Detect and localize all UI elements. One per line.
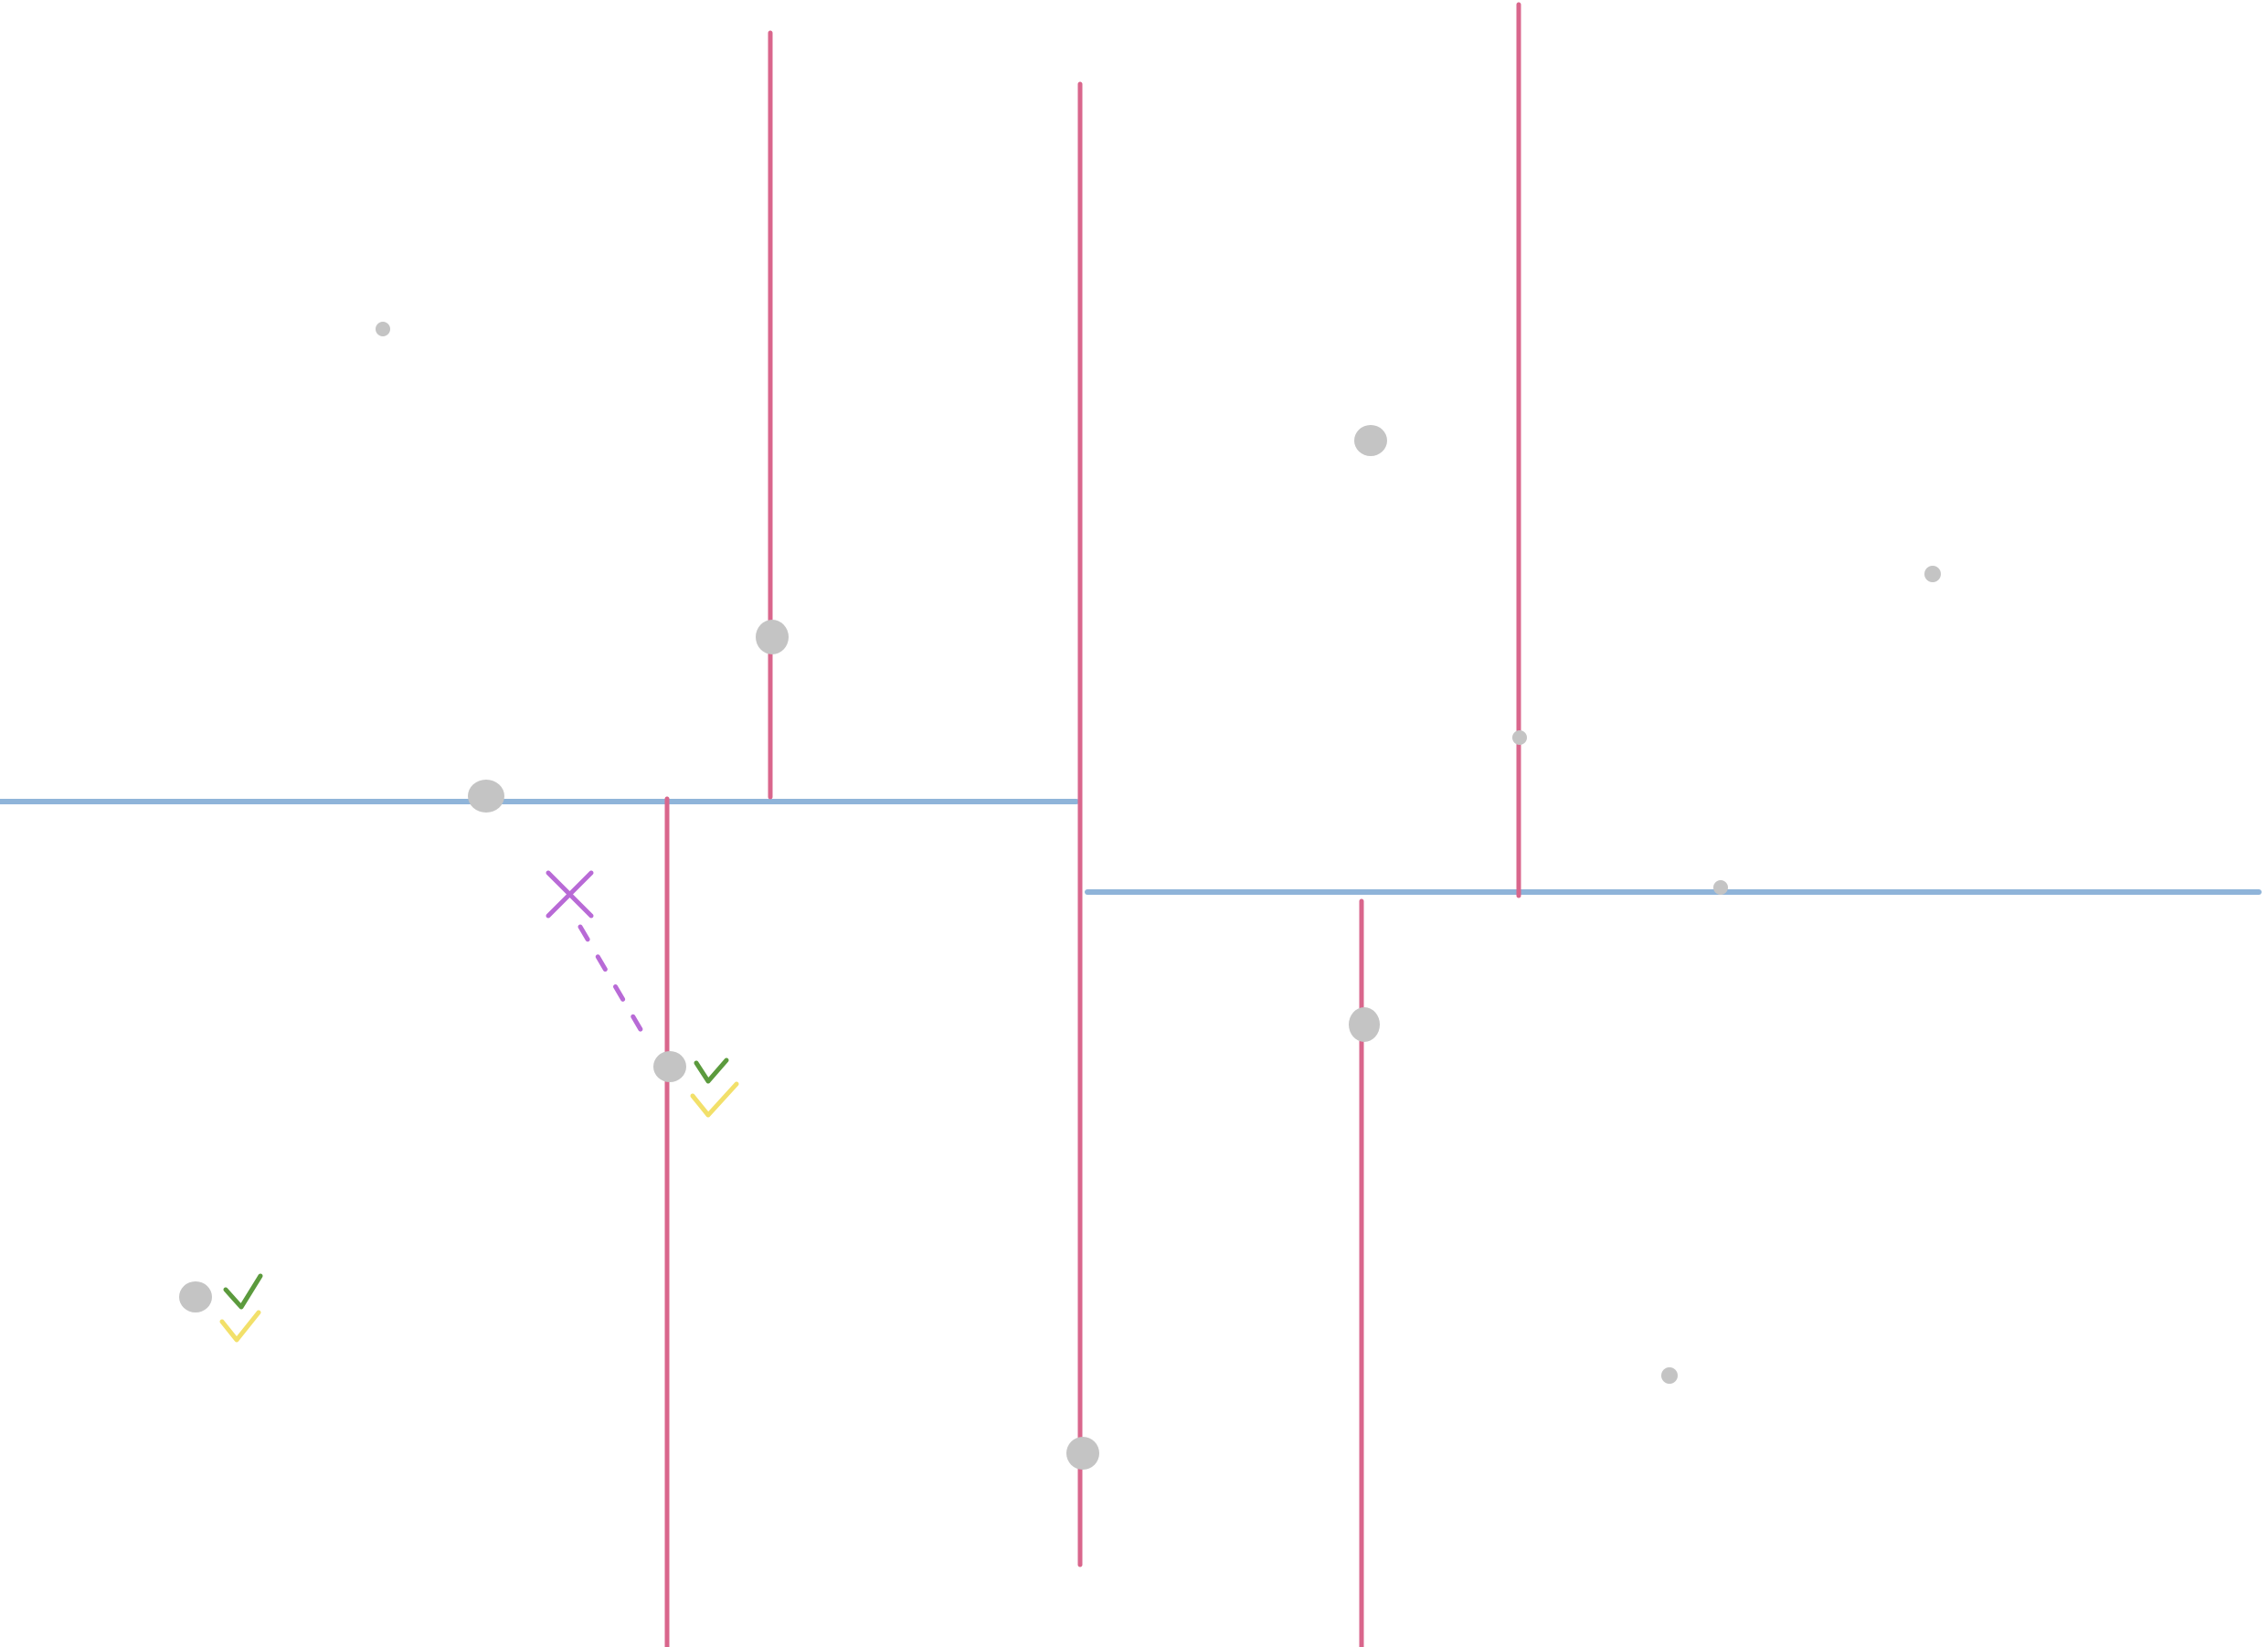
data-point (1066, 1437, 1099, 1470)
check-icon (694, 1057, 729, 1084)
check-icon (219, 1310, 261, 1343)
data-point (468, 780, 504, 813)
data-point (653, 1051, 686, 1082)
data-point (1349, 1007, 1380, 1042)
data-point (756, 620, 789, 654)
data-point (1354, 425, 1387, 456)
check-icon (690, 1081, 739, 1118)
search-path (578, 924, 653, 1049)
data-point (1661, 1367, 1678, 1384)
data-point (376, 322, 390, 336)
cross-icon (546, 870, 594, 919)
data-point (1713, 880, 1728, 895)
data-point (1924, 566, 1941, 582)
data-point (1512, 730, 1527, 745)
check-icon (223, 1273, 263, 1310)
data-point (179, 1281, 212, 1312)
